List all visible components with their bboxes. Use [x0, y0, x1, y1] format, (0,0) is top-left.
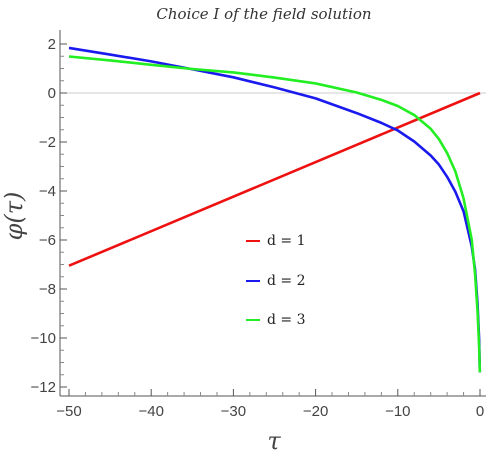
series-lines	[68, 46, 482, 373]
x-axis-label: τ	[267, 427, 281, 455]
y-axis-label: φ(τ)	[0, 192, 28, 241]
x-tick-label: −50	[56, 403, 81, 420]
x-tick-label: −10	[385, 403, 410, 420]
series-line-d3	[68, 55, 482, 373]
y-axis-ticks: 2 0 −2 −4 −6 −8 −10 −12	[31, 36, 67, 396]
y-tick-label: −4	[39, 183, 56, 200]
y-tick-label: 2	[48, 36, 56, 53]
y-tick-label: 0	[48, 85, 56, 102]
x-tick-label: −30	[221, 403, 246, 420]
legend-label-d2: d = 2	[267, 273, 306, 289]
y-tick-label: −2	[39, 134, 56, 151]
y-tick-label: −8	[39, 281, 56, 298]
legend-label-d3: d = 3	[267, 312, 306, 328]
x-tick-label: −20	[303, 403, 328, 420]
chart-title: Choice I of the field solution	[156, 5, 371, 23]
x-axis-ticks: −50 −40 −30 −20 −10 0	[56, 389, 484, 420]
plot-frame	[59, 30, 486, 397]
legend: d = 1 d = 2 d = 3	[246, 233, 306, 328]
x-tick-label: −40	[138, 403, 163, 420]
y-tick-label: −12	[31, 379, 56, 396]
y-tick-label: −10	[31, 330, 56, 347]
series-line-d1	[68, 91, 481, 267]
legend-label-d1: d = 1	[267, 233, 306, 249]
x-tick-label: 0	[476, 403, 484, 420]
y-tick-label: −6	[39, 232, 56, 249]
